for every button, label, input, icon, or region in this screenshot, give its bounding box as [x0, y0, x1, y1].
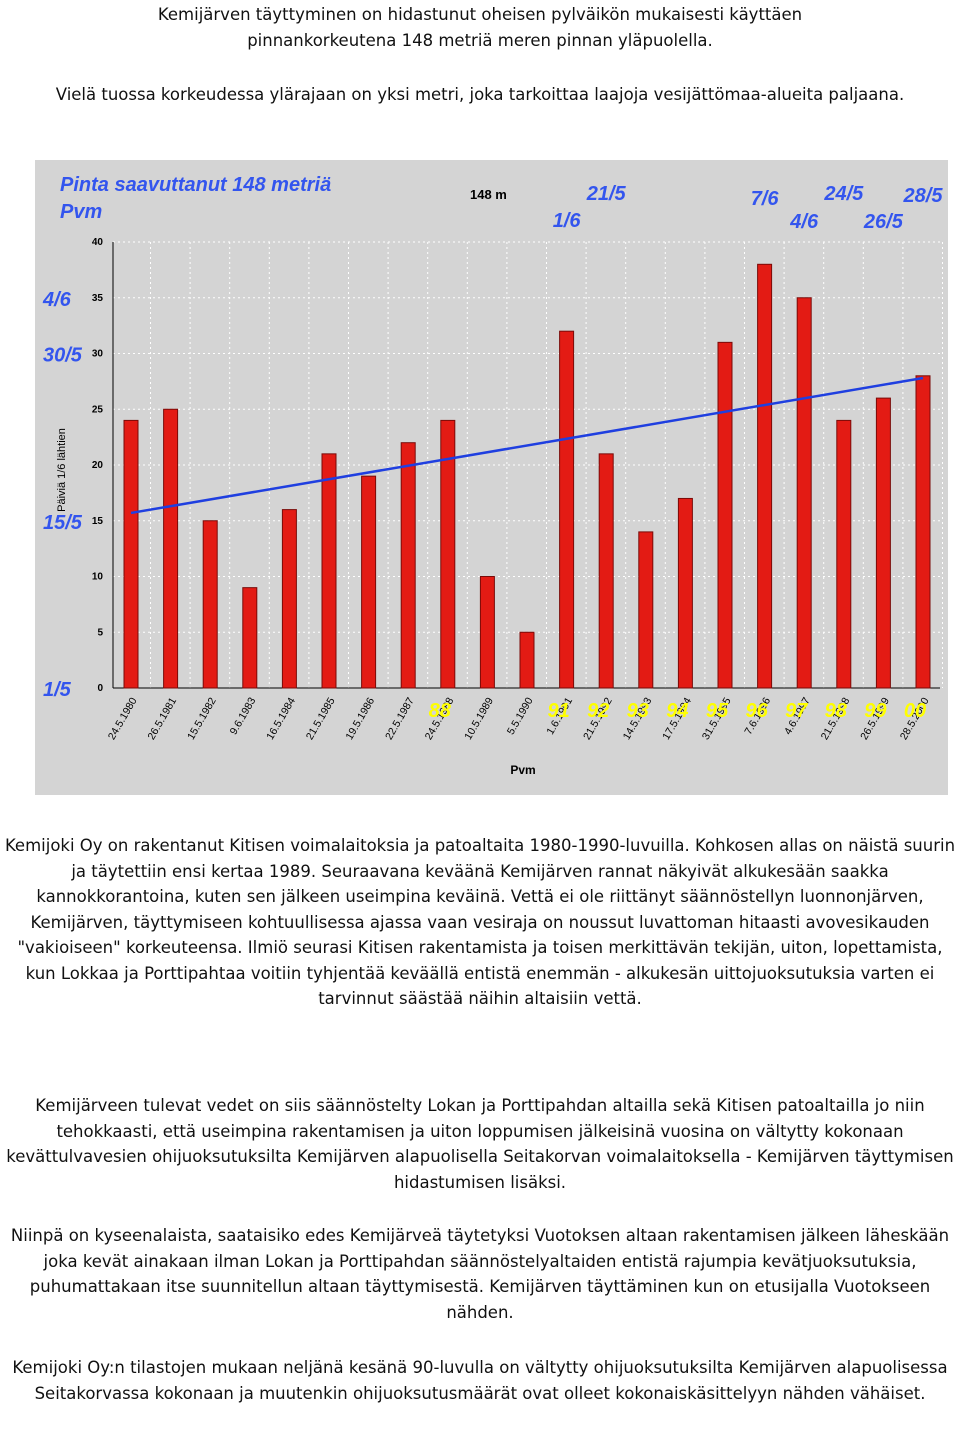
- bar: [559, 330, 575, 689]
- chart: Pinta saavuttanut 148 metriä Pvm 148 m P…: [35, 160, 948, 795]
- chart-title: Pinta saavuttanut 148 metriä: [60, 174, 331, 196]
- paragraph: Kemijoki Oy:n tilastojen mukaan neljänä …: [12, 1358, 948, 1403]
- level-label: 148 m: [470, 187, 507, 202]
- y-tick-label: 25: [92, 404, 104, 415]
- intro-text: Kemijärven täyttyminen on hidastunut ohe…: [157, 5, 803, 50]
- side-label: 1/5: [43, 679, 72, 701]
- y-tick-label: 0: [97, 683, 103, 694]
- chart-background: [35, 160, 948, 795]
- y-tick-label: 10: [92, 572, 104, 583]
- paragraph: Kemijärveen tulevat vedet on siis säännö…: [6, 1096, 954, 1192]
- side-label: 4/6: [42, 289, 72, 311]
- bar: [479, 576, 495, 689]
- year-label: 96: [745, 700, 768, 722]
- top-date-label: 26/5: [863, 211, 904, 233]
- year-label: 98: [825, 700, 848, 722]
- bar: [875, 397, 891, 689]
- y-tick-label: 40: [92, 237, 104, 248]
- top-date-label: 24/5: [823, 183, 864, 205]
- intro-text: Vielä tuossa korkeudessa ylärajaan on yk…: [55, 85, 905, 104]
- bar: [400, 442, 416, 689]
- year-label: 00: [904, 700, 926, 722]
- year-label: 88: [429, 700, 452, 722]
- bar: [796, 297, 812, 689]
- bar: [361, 475, 377, 689]
- bar: [123, 419, 139, 689]
- top-date-label: 21/5: [586, 183, 627, 205]
- y-tick-label: 35: [92, 293, 104, 304]
- bar: [281, 509, 297, 689]
- chart-subtitle: Pvm: [60, 201, 102, 223]
- top-date-label: 1/6: [553, 210, 582, 232]
- bar: [321, 453, 337, 689]
- year-label: 91: [547, 700, 569, 722]
- trend-line: [130, 376, 924, 515]
- bar: [440, 419, 456, 689]
- bar: [836, 419, 852, 689]
- y-tick-label: 5: [97, 627, 103, 638]
- bar: [202, 520, 218, 689]
- y-tick-label: 20: [92, 460, 104, 471]
- bar: [163, 408, 179, 689]
- bar: [598, 453, 614, 689]
- bar: [242, 587, 258, 689]
- side-label: 15/5: [43, 512, 83, 534]
- year-label: 99: [864, 700, 887, 722]
- year-label: 95: [706, 700, 729, 722]
- paragraph: Niinpä on kyseenalaista, saataisiko edes…: [10, 1226, 950, 1322]
- bar: [519, 631, 535, 689]
- bar: [677, 497, 693, 689]
- bar: [757, 263, 773, 689]
- bar: [717, 341, 733, 689]
- top-date-label: 4/6: [789, 211, 819, 233]
- top-date-label: 7/6: [751, 188, 780, 210]
- y-tick-label: 15: [92, 516, 104, 527]
- y-tick-label: 30: [92, 349, 104, 360]
- y-axis-title: Päiviä 1/6 lähtien: [56, 428, 68, 512]
- paragraph: Kemijoki Oy on rakentanut Kitisen voimal…: [4, 836, 956, 1008]
- x-axis-title: Pvm: [510, 763, 535, 777]
- year-label: 94: [666, 700, 688, 722]
- top-date-label: 28/5: [903, 185, 944, 207]
- year-label: 92: [587, 700, 609, 722]
- year-label: 93: [627, 700, 649, 722]
- bar: [638, 531, 654, 689]
- year-label: 97: [785, 700, 808, 722]
- bar: [915, 375, 931, 689]
- side-label: 30/5: [43, 345, 83, 367]
